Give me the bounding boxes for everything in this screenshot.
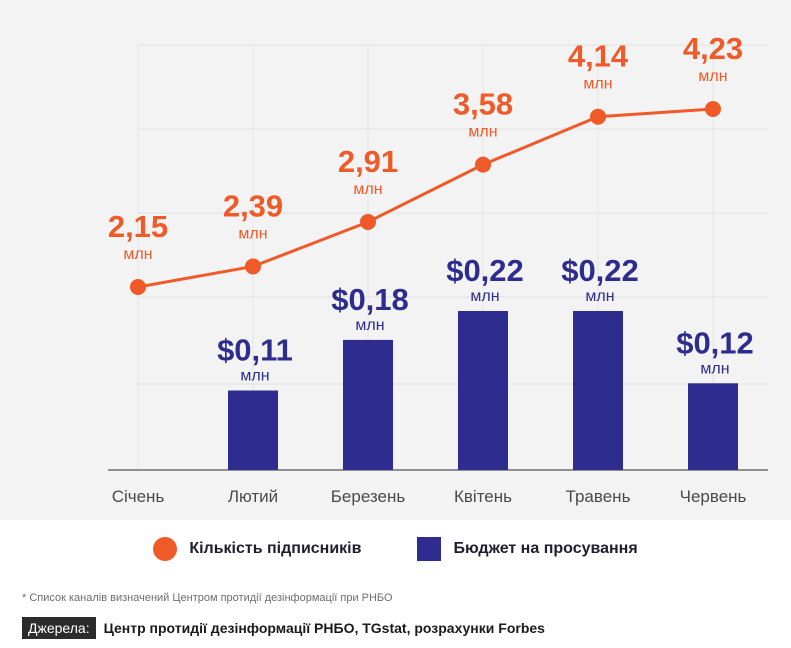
x-tick-label: Січень xyxy=(112,487,165,506)
data-label-subscribers: 4,14 xyxy=(568,39,629,74)
line-point xyxy=(705,101,721,117)
data-label-subscribers: 2,15 xyxy=(108,209,168,244)
legend-label-subscribers: Кількість підписників xyxy=(189,540,362,557)
line-point xyxy=(130,279,146,295)
line-point xyxy=(360,213,376,230)
data-label-subscribers: 2,91 xyxy=(338,144,398,179)
chart-area: 2,15 млн 2,39 млн 2,91 млн 3,58 млн 4,14 млн 4,23 м… xyxy=(0,0,791,520)
data-label-unit: млн xyxy=(353,181,382,198)
line-point xyxy=(475,156,491,173)
bar xyxy=(343,339,393,470)
x-tick-label: Квітень xyxy=(454,487,512,506)
bar xyxy=(573,311,623,470)
data-label-unit: млн xyxy=(468,124,497,141)
sources: Джерела: Центр протидії дезінформації РН… xyxy=(22,617,545,639)
x-tick-label: Березень xyxy=(331,487,406,506)
bar xyxy=(458,311,508,470)
data-label-unit: млн xyxy=(585,288,614,305)
data-label-unit: млн xyxy=(238,225,267,242)
line-point xyxy=(590,108,606,125)
data-label-budget: $0,11 xyxy=(217,333,293,368)
x-tick-label: Лютий xyxy=(228,487,278,506)
data-label-unit: млн xyxy=(470,288,499,305)
data-label-unit: млн xyxy=(240,368,269,385)
data-label-budget: $0,18 xyxy=(331,282,409,317)
x-tick-label: Травень xyxy=(566,487,631,506)
data-label-budget: $0,22 xyxy=(446,253,524,288)
line-point xyxy=(245,258,261,275)
data-label-unit: млн xyxy=(700,360,729,377)
legend-label-budget: Бюджет на просування xyxy=(453,540,638,557)
data-label-subscribers: 4,23 xyxy=(683,31,743,66)
sources-text: Центр протидії дезінформації РНБО, TGsta… xyxy=(103,620,545,636)
legend-circle-marker xyxy=(153,537,178,561)
legend-square-marker xyxy=(417,537,442,561)
data-label-subscribers: 2,39 xyxy=(223,188,283,223)
x-tick-label: Червень xyxy=(680,487,747,506)
legend-item-budget: Бюджет на просування xyxy=(417,537,638,561)
data-label-unit: млн xyxy=(583,76,612,93)
data-label-subscribers: 3,58 xyxy=(453,87,513,122)
data-label-unit: млн xyxy=(355,317,384,334)
data-label-budget: $0,12 xyxy=(676,325,754,360)
data-label-unit: млн xyxy=(123,246,152,263)
bar xyxy=(688,383,738,470)
line-series-path xyxy=(137,107,714,289)
data-label-unit: млн xyxy=(698,68,727,85)
legend: Кількість підписників Бюджет на просуван… xyxy=(0,532,791,566)
combo-chart: 2,15 млн 2,39 млн 2,91 млн 3,58 млн 4,14 млн 4,23 м… xyxy=(108,31,768,506)
legend-item-subscribers: Кількість підписників xyxy=(153,537,361,561)
footnote: * Список каналів визначений Центром прот… xyxy=(22,592,393,604)
data-label-budget: $0,22 xyxy=(561,253,639,288)
bar xyxy=(228,390,278,470)
sources-badge: Джерела: xyxy=(22,617,96,639)
